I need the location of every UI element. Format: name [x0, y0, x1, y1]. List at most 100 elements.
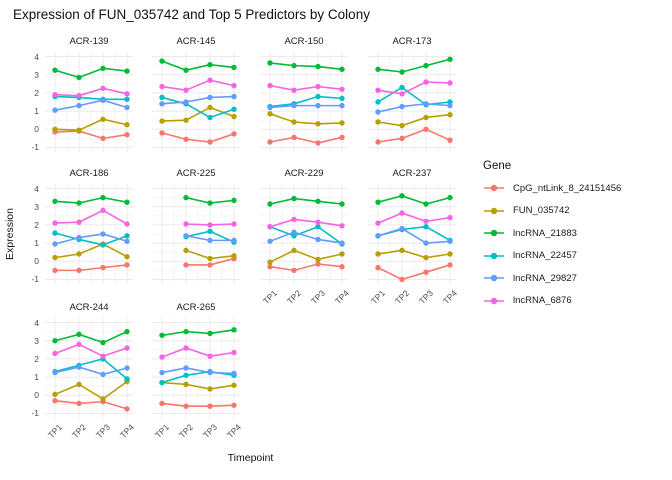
- data-point: [423, 269, 429, 275]
- facet-panel: [152, 318, 240, 418]
- data-point: [339, 95, 345, 102]
- series-line-lncRNA_6876: [54, 343, 128, 358]
- data-point: [231, 131, 237, 137]
- data-point: [399, 84, 405, 91]
- data-point: [183, 247, 189, 254]
- legend-key-icon: [484, 207, 504, 214]
- data-point: [315, 121, 321, 127]
- series-line-lncRNA_6876: [269, 218, 343, 228]
- data-point: [100, 97, 106, 103]
- series-line-lncRNA_22457: [269, 225, 343, 245]
- facet-title: ACR-139: [69, 36, 109, 47]
- y-tick-label: 0: [34, 124, 39, 135]
- series-line-lncRNA_6876: [161, 347, 235, 358]
- series-line-CpG_ntLink_8_24151456: [377, 128, 451, 143]
- series-line-CpG_ntLink_8_24151456: [269, 136, 343, 144]
- legend-title: Gene: [483, 160, 512, 172]
- data-point: [231, 113, 237, 120]
- data-point: [399, 91, 405, 97]
- data-point: [231, 237, 237, 244]
- series-line-lncRNA_21883: [54, 67, 128, 79]
- data-point: [423, 101, 429, 107]
- series-line-lncRNA_29827: [377, 227, 451, 244]
- data-point: [76, 74, 82, 81]
- data-point: [159, 354, 165, 360]
- facet-title: ACR-244: [69, 302, 109, 313]
- data-point: [315, 261, 321, 267]
- data-point: [76, 234, 82, 241]
- x-tick-label: TP2: [176, 422, 196, 441]
- series-line-FUN_035742: [54, 243, 128, 259]
- series-line-lncRNA_6876: [269, 84, 343, 91]
- x-tick-label: TP1: [152, 422, 172, 441]
- data-point: [159, 58, 165, 64]
- data-point: [315, 93, 321, 100]
- series-line-FUN_035742: [161, 106, 235, 122]
- series-line-FUN_035742: [377, 113, 451, 127]
- data-point: [447, 80, 453, 86]
- legend-key-icon: [484, 252, 504, 259]
- data-point: [76, 251, 82, 257]
- data-point: [291, 62, 297, 69]
- data-point: [183, 233, 189, 239]
- data-point: [76, 364, 82, 370]
- data-point: [183, 345, 189, 351]
- series-line-CpG_ntLink_8_24151456: [161, 402, 235, 407]
- data-point: [52, 254, 58, 261]
- x-tick-label: TP3: [416, 288, 436, 307]
- data-point: [267, 111, 273, 117]
- series-line-lncRNA_21883: [377, 194, 451, 205]
- data-point: [183, 403, 189, 409]
- data-point: [100, 194, 106, 201]
- data-point: [423, 224, 429, 230]
- data-point: [339, 223, 345, 229]
- facet-panel: [368, 52, 456, 152]
- data-point: [399, 135, 405, 142]
- data-point: [231, 370, 237, 377]
- x-tick-label: TP2: [392, 288, 412, 307]
- data-point: [231, 221, 237, 227]
- legend-label: lncRNA_29827: [513, 272, 577, 284]
- data-point: [315, 224, 321, 230]
- series-line-lncRNA_22457: [377, 86, 451, 106]
- data-point: [183, 117, 189, 123]
- legend-item: lncRNA_29827: [483, 271, 621, 285]
- data-point: [159, 400, 165, 407]
- data-point: [267, 224, 273, 230]
- series-line-lncRNA_6876: [377, 81, 451, 95]
- data-point: [124, 91, 130, 97]
- data-point: [183, 136, 189, 142]
- y-tick-label: -1: [31, 142, 39, 153]
- data-point: [183, 87, 189, 93]
- data-point: [124, 365, 130, 371]
- data-point: [447, 112, 453, 118]
- facet-title: ACR-186: [69, 168, 109, 179]
- x-tick-label: TP4: [224, 422, 244, 441]
- data-point: [100, 65, 106, 72]
- x-tick-label: TP3: [200, 422, 220, 441]
- data-point: [52, 398, 58, 404]
- legend-label: lncRNA_6876: [513, 295, 572, 306]
- facet-title: ACR-237: [392, 168, 432, 179]
- facet-title: ACR-265: [176, 302, 216, 313]
- data-point: [399, 103, 405, 110]
- x-tick-label: TP2: [69, 422, 89, 441]
- data-point: [231, 64, 237, 71]
- series-line-lncRNA_29827: [54, 99, 128, 111]
- data-point: [375, 87, 381, 93]
- series-line-lncRNA_22457: [54, 232, 128, 246]
- data-point: [159, 118, 165, 124]
- data-point: [447, 102, 453, 109]
- legend: Gene CpG_ntLink_8_24151456 FUN_035742 lncR…: [483, 160, 621, 316]
- facet-panel: [45, 318, 133, 418]
- series-line-CpG_ntLink_8_24151456: [54, 130, 128, 140]
- data-point: [339, 120, 345, 126]
- x-tick-label: TP4: [332, 288, 352, 307]
- data-point: [207, 353, 213, 359]
- data-point: [447, 137, 453, 143]
- data-point: [207, 228, 213, 234]
- x-tick-label: TP2: [284, 288, 304, 307]
- data-point: [124, 104, 130, 111]
- data-point: [375, 139, 381, 145]
- data-point: [76, 92, 82, 99]
